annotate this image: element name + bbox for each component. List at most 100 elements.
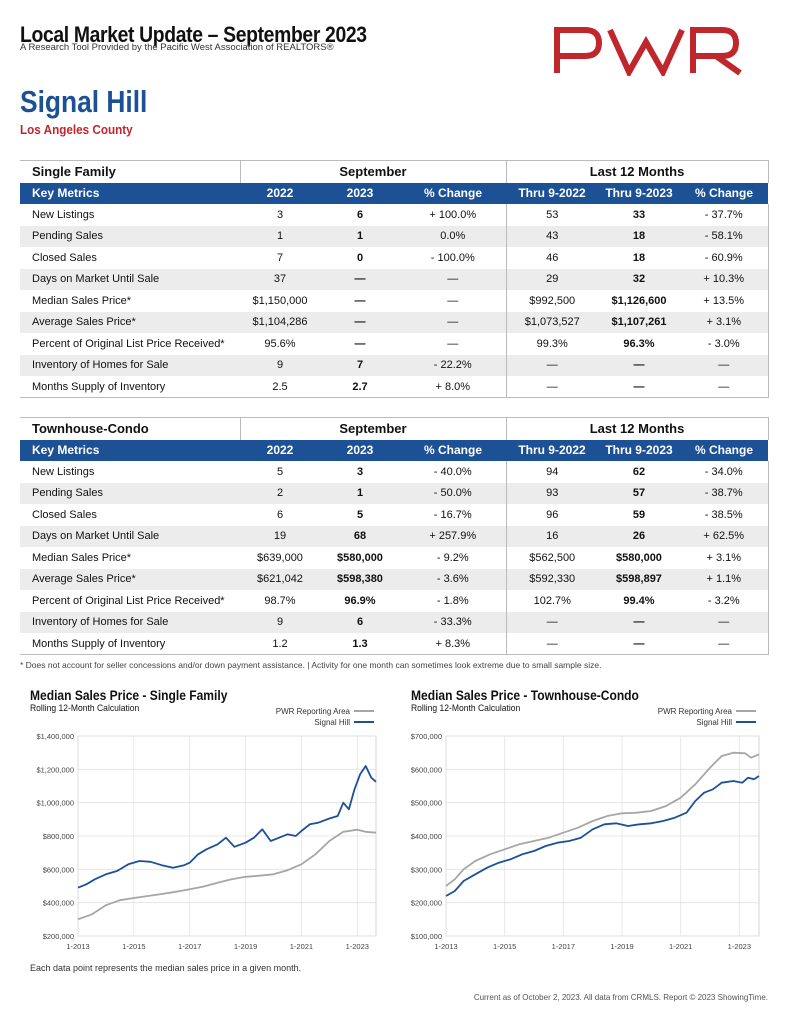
metric-value: + 3.1% bbox=[680, 547, 769, 569]
metric-value: - 22.2% bbox=[400, 354, 506, 376]
metric-value: 18 bbox=[632, 251, 646, 264]
section-title: Townhouse-Condo bbox=[20, 417, 240, 440]
metric-value: 1.2 bbox=[240, 633, 320, 655]
metric-value: - 40.0% bbox=[433, 465, 472, 478]
metric-value: 99.4% bbox=[623, 594, 655, 607]
metric-value: — bbox=[354, 337, 366, 350]
metric-label: Percent of Original List Price Received* bbox=[32, 594, 225, 607]
x-tick-label: 1-2015 bbox=[122, 942, 145, 951]
single-family-table: Single Family September Last 12 Months K… bbox=[20, 160, 769, 398]
y-tick-label: $300,000 bbox=[411, 865, 442, 874]
x-tick-label: 1-2015 bbox=[493, 942, 516, 951]
metric-value: — bbox=[400, 268, 506, 290]
metric-value: 5 bbox=[356, 508, 364, 521]
table-row: Median Sales Price* $639,000 $580,000 - 9.2… bbox=[20, 547, 769, 569]
chart-title-townhouse-condo: Median Sales Price - Townhouse-Condo bbox=[411, 687, 639, 703]
metric-value: — bbox=[505, 633, 598, 655]
column-header: % Change bbox=[400, 182, 506, 204]
series-line-0 bbox=[77, 828, 377, 921]
metric-value: — bbox=[598, 611, 680, 633]
section-title: Single Family bbox=[20, 160, 240, 183]
x-tick-label: 1-2017 bbox=[178, 942, 201, 951]
column-header: % Change bbox=[680, 182, 768, 204]
series-line-0 bbox=[445, 751, 760, 887]
metric-value: $1,126,600 bbox=[611, 294, 667, 307]
metric-value: — bbox=[598, 633, 680, 655]
y-tick-label: $1,400,000 bbox=[36, 732, 74, 741]
metric-value: 62 bbox=[632, 465, 646, 478]
metric-value: 2.7 bbox=[320, 376, 400, 398]
table-row: Average Sales Price* $1,104,286— — $1,073,5… bbox=[20, 311, 769, 333]
metric-label: Days on Market Until Sale bbox=[20, 268, 240, 290]
metric-value: 9 bbox=[240, 354, 320, 376]
metric-value: - 58.1% bbox=[680, 225, 769, 247]
metric-value: — bbox=[505, 611, 598, 633]
column-header: Key Metrics bbox=[20, 439, 240, 461]
metric-value: — bbox=[598, 354, 680, 376]
metric-label: Days on Market Until Sale bbox=[20, 525, 240, 547]
column-header: Thru 9-2022 bbox=[506, 439, 598, 461]
pwr-logo bbox=[554, 27, 742, 76]
metric-value: 95.6% bbox=[264, 337, 296, 350]
chart-subtitle-townhouse-condo: Rolling 12-Month Calculation bbox=[411, 703, 521, 714]
metric-value: 98.7% bbox=[264, 594, 296, 607]
metric-value: - 33.3% bbox=[400, 611, 506, 633]
metric-value: 43 bbox=[505, 225, 598, 247]
legend-label: Signal Hill bbox=[314, 718, 350, 727]
table-row: Inventory of Homes for Sale 9 7- 22.2% — — — bbox=[20, 354, 769, 376]
metric-label: Median Sales Price* bbox=[32, 551, 132, 564]
metric-value: — bbox=[680, 611, 769, 633]
metric-value: 6 bbox=[276, 508, 284, 521]
metric-value: + 62.5% bbox=[680, 525, 769, 547]
y-tick-label: $800,000 bbox=[43, 832, 74, 841]
metric-value: $580,000 bbox=[337, 551, 383, 564]
metric-value: - 60.9% bbox=[680, 247, 769, 269]
y-tick-label: $400,000 bbox=[411, 832, 442, 841]
legend-label: PWR Reporting Area bbox=[276, 707, 351, 716]
metric-value: — bbox=[320, 311, 400, 333]
metric-value: 33 bbox=[632, 208, 646, 221]
report-subtitle: A Research Tool Provided by the Pacific … bbox=[20, 42, 334, 53]
x-tick-label: 1-2023 bbox=[728, 942, 751, 951]
x-tick-label: 1-2021 bbox=[290, 942, 313, 951]
metric-value: — bbox=[680, 354, 769, 376]
table-row: Average Sales Price* $621,042 $598,380- 3.… bbox=[20, 568, 769, 590]
footnote: * Does not account for seller concession… bbox=[20, 660, 602, 670]
table-row: Closed Sales 6 5 - 16.7% 96 59 - 38.5% bbox=[20, 504, 769, 526]
metric-value: — bbox=[320, 268, 400, 290]
table-row: Median Sales Price* $1,150,000 — — $992,500 $… bbox=[20, 290, 769, 312]
townhouse-condo-price-chart: $100,000 $200,000 $300,000 $400,000 $500,000… bbox=[411, 707, 760, 951]
metric-value: $639,000 bbox=[257, 551, 303, 564]
metric-value: $992,500 bbox=[505, 290, 598, 312]
metric-value: + 10.3% bbox=[680, 268, 769, 290]
legend-label: Signal Hill bbox=[696, 718, 732, 727]
series-line-1 bbox=[445, 775, 760, 897]
table-row: New Listings 5 3 - 40.0% 94 62 - 34.0% bbox=[20, 461, 769, 483]
y-tick-label: $1,200,000 bbox=[36, 765, 74, 774]
metric-value: — bbox=[505, 354, 598, 376]
metric-value: 1.3 bbox=[320, 633, 400, 655]
table-row: Months Supply of Inventory 1.2 1.3 + 8.3% — —… bbox=[20, 633, 769, 655]
column-header: Thru 9-2023 bbox=[598, 439, 680, 461]
metric-value: 102.7% bbox=[505, 590, 598, 612]
column-header: Thru 9-2022 bbox=[506, 182, 598, 204]
metric-value: + 13.5% bbox=[680, 290, 769, 312]
x-tick-label: 1-2023 bbox=[346, 942, 369, 951]
metric-label: Closed Sales bbox=[32, 251, 97, 264]
metric-value: - 50.0% bbox=[400, 482, 506, 504]
metric-value: $598,380 bbox=[320, 568, 400, 590]
metric-value: 7 bbox=[320, 354, 400, 376]
metric-value: 68 bbox=[320, 525, 400, 547]
metric-value: 3 bbox=[276, 208, 284, 221]
metric-label: Months Supply of Inventory bbox=[20, 633, 240, 655]
metric-value: - 3.0% bbox=[680, 333, 769, 355]
y-tick-label: $200,000 bbox=[43, 932, 74, 941]
metric-value: $592,330 bbox=[505, 568, 598, 590]
metric-value: - 3.6% bbox=[400, 568, 506, 590]
metric-value: — bbox=[354, 294, 366, 307]
metric-value: — bbox=[505, 376, 598, 398]
metric-label: Pending Sales bbox=[20, 482, 240, 504]
metric-value: — bbox=[680, 376, 769, 398]
x-tick-label: 1-2019 bbox=[610, 942, 633, 951]
metric-value: 96 bbox=[505, 504, 598, 526]
